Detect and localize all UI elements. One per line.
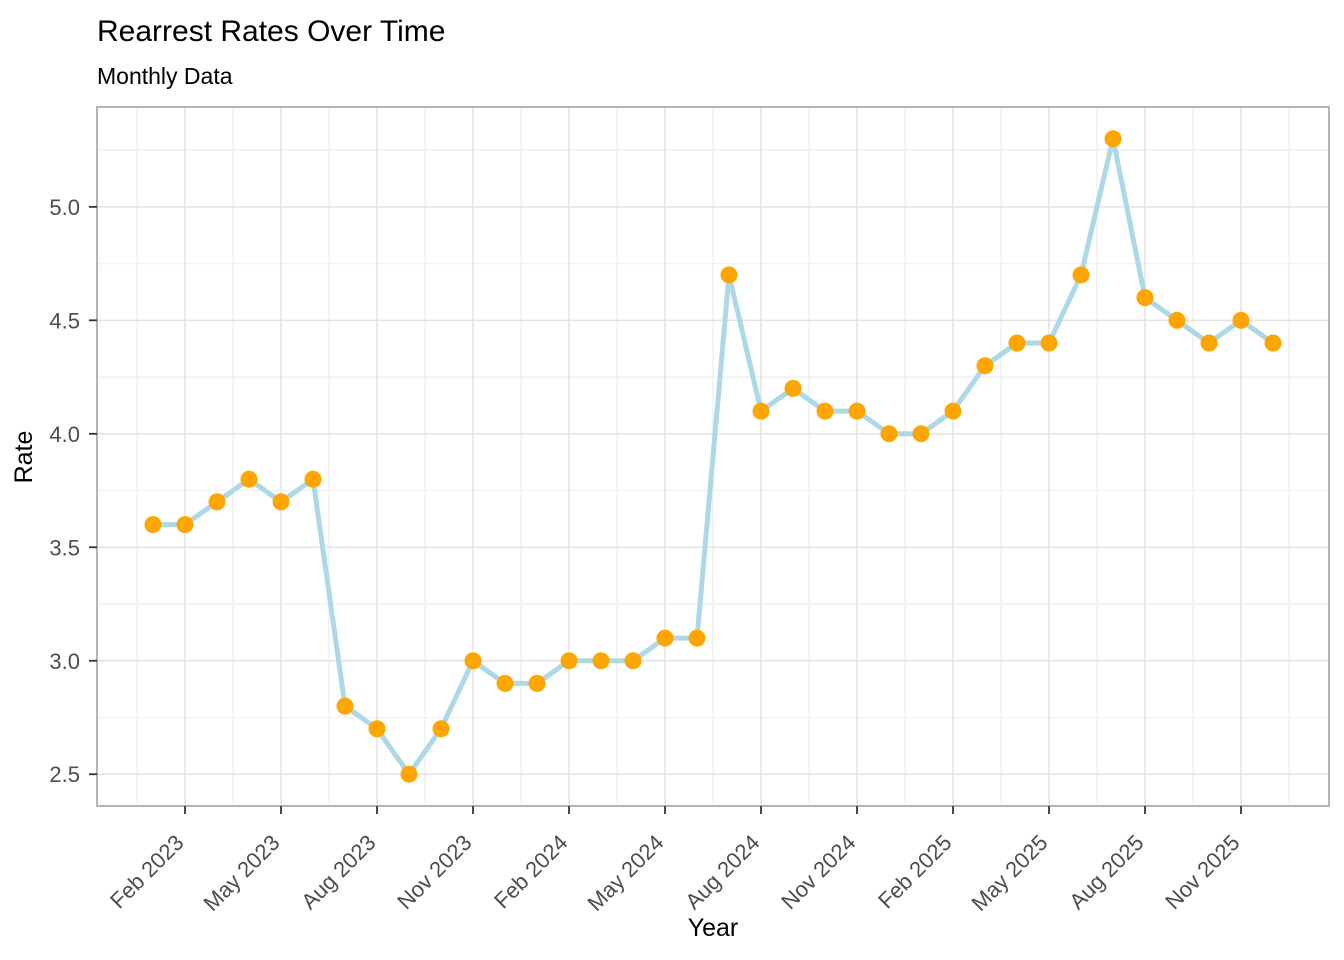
x-tick-label: Nov 2023 (392, 830, 476, 914)
x-tick-label: Nov 2025 (1160, 830, 1244, 914)
data-point (656, 629, 674, 647)
data-point (752, 402, 770, 420)
data-point (880, 425, 898, 443)
data-point (624, 652, 642, 670)
data-point (304, 470, 322, 488)
data-point (240, 470, 258, 488)
data-point (1104, 130, 1122, 148)
y-axis-title: Rate (10, 431, 38, 484)
data-point (464, 652, 482, 670)
data-point (496, 674, 514, 692)
data-point (720, 266, 738, 284)
data-point (1168, 311, 1186, 329)
x-tick-label: May 2024 (583, 830, 669, 916)
y-tick-label: 4.5 (49, 308, 80, 333)
gridlines-minor (97, 107, 1329, 806)
data-line (150, 136, 1276, 777)
chart-subtitle: Monthly Data (97, 63, 233, 89)
data-point (848, 402, 866, 420)
data-point (144, 516, 162, 534)
x-tick-label: May 2025 (967, 830, 1053, 916)
data-point (944, 402, 962, 420)
x-tick-label: Aug 2025 (1064, 830, 1148, 914)
data-point (1072, 266, 1090, 284)
data-point (176, 516, 194, 534)
data-point (1264, 334, 1282, 352)
data-point (976, 357, 994, 375)
data-point (784, 379, 802, 397)
data-point (816, 402, 834, 420)
y-tick-label: 2.5 (49, 762, 80, 787)
x-tick-label: Nov 2024 (776, 830, 860, 914)
data-point (336, 697, 354, 715)
chart-title: Rearrest Rates Over Time (97, 15, 445, 48)
data-point (1232, 311, 1250, 329)
y-tick-label: 3.5 (49, 535, 80, 560)
x-tick-label: May 2023 (199, 830, 285, 916)
data-point (272, 493, 290, 511)
data-point (400, 765, 418, 783)
data-point (560, 652, 578, 670)
data-point (1040, 334, 1058, 352)
x-tick-label: Aug 2023 (296, 830, 380, 914)
panel-border (96, 106, 1330, 807)
y-tick-label: 5.0 (49, 195, 80, 220)
data-point (592, 652, 610, 670)
x-tick-label: Aug 2024 (680, 830, 764, 914)
data-point (688, 629, 706, 647)
data-point (912, 425, 930, 443)
data-point (1136, 289, 1154, 307)
x-axis-title: Year (688, 914, 739, 942)
x-tick-label: Feb 2024 (489, 830, 572, 913)
data-point (368, 720, 386, 738)
data-point (432, 720, 450, 738)
data-point (208, 493, 226, 511)
x-tick-label: Feb 2025 (873, 830, 956, 913)
y-axis-tick-labels: 2.5 3.0 3.5 4.0 4.5 5.0 (49, 195, 80, 787)
data-point (1008, 334, 1026, 352)
y-tick-label: 4.0 (49, 422, 80, 447)
data-point (528, 674, 546, 692)
y-tick-label: 3.0 (49, 649, 80, 674)
gridlines-major (97, 107, 1329, 806)
x-tick-label: Feb 2023 (105, 830, 188, 913)
data-points (144, 130, 1282, 783)
axis-tick-marks (89, 205, 1242, 814)
data-point (1200, 334, 1218, 352)
x-axis-tick-labels: Feb 2023 May 2023 Aug 2023 Nov 2023 Feb 2024… (105, 830, 1244, 916)
